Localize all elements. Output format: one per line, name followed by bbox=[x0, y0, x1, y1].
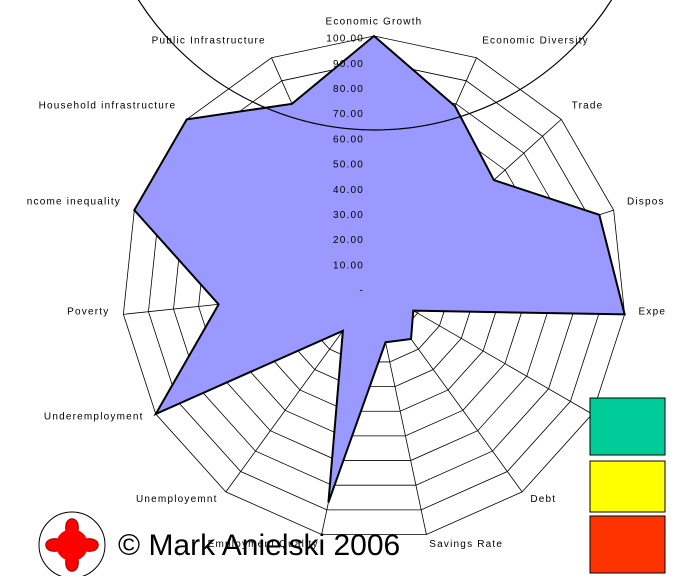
marks bbox=[133, 34, 626, 503]
overlay-circle bbox=[137, 0, 613, 131]
r-tick-label: - bbox=[359, 286, 364, 297]
category-label: Public Infrastructure bbox=[152, 36, 266, 47]
r-tick-label: 60.00 bbox=[333, 134, 364, 145]
r-tick-label: 40.00 bbox=[333, 185, 364, 196]
category-label: Economic Diversity bbox=[482, 36, 589, 47]
category-label: ncome inequality bbox=[27, 196, 121, 207]
logo bbox=[38, 511, 106, 579]
r-tick-label: 100.00 bbox=[326, 34, 364, 45]
r-tick-label: 30.00 bbox=[333, 210, 364, 221]
legend-box bbox=[589, 397, 666, 456]
r-tick-label: 70.00 bbox=[333, 109, 364, 120]
r-tick-label: 10.00 bbox=[333, 260, 364, 271]
category-label: Trade bbox=[572, 101, 604, 112]
radar-area bbox=[133, 34, 626, 503]
category-label: Household infrastructure bbox=[39, 101, 177, 112]
r-tick-label: 50.00 bbox=[333, 160, 364, 171]
category-label: Savings Rate bbox=[429, 539, 503, 550]
category-label: Economic Growth bbox=[326, 17, 423, 28]
r-tick-label: 20.00 bbox=[333, 235, 364, 246]
legend-box bbox=[589, 515, 666, 574]
category-label: Debt bbox=[530, 494, 556, 505]
labels: Economic Growth Economic Diversity Trade Di… bbox=[27, 17, 667, 550]
copyright: © Mark Anielski 2006 bbox=[118, 529, 400, 562]
category-label: Expe bbox=[639, 306, 667, 317]
r-tick-label: 90.00 bbox=[333, 59, 364, 70]
category-label: Unemployemnt bbox=[136, 494, 218, 505]
category-label: Dispos bbox=[627, 196, 665, 207]
legend-box bbox=[589, 460, 666, 513]
category-label: Poverty bbox=[67, 306, 109, 317]
category-label: Employment Quality bbox=[208, 539, 319, 550]
category-label: Underemployment bbox=[44, 412, 144, 423]
r-tick-label: 80.00 bbox=[333, 84, 364, 95]
